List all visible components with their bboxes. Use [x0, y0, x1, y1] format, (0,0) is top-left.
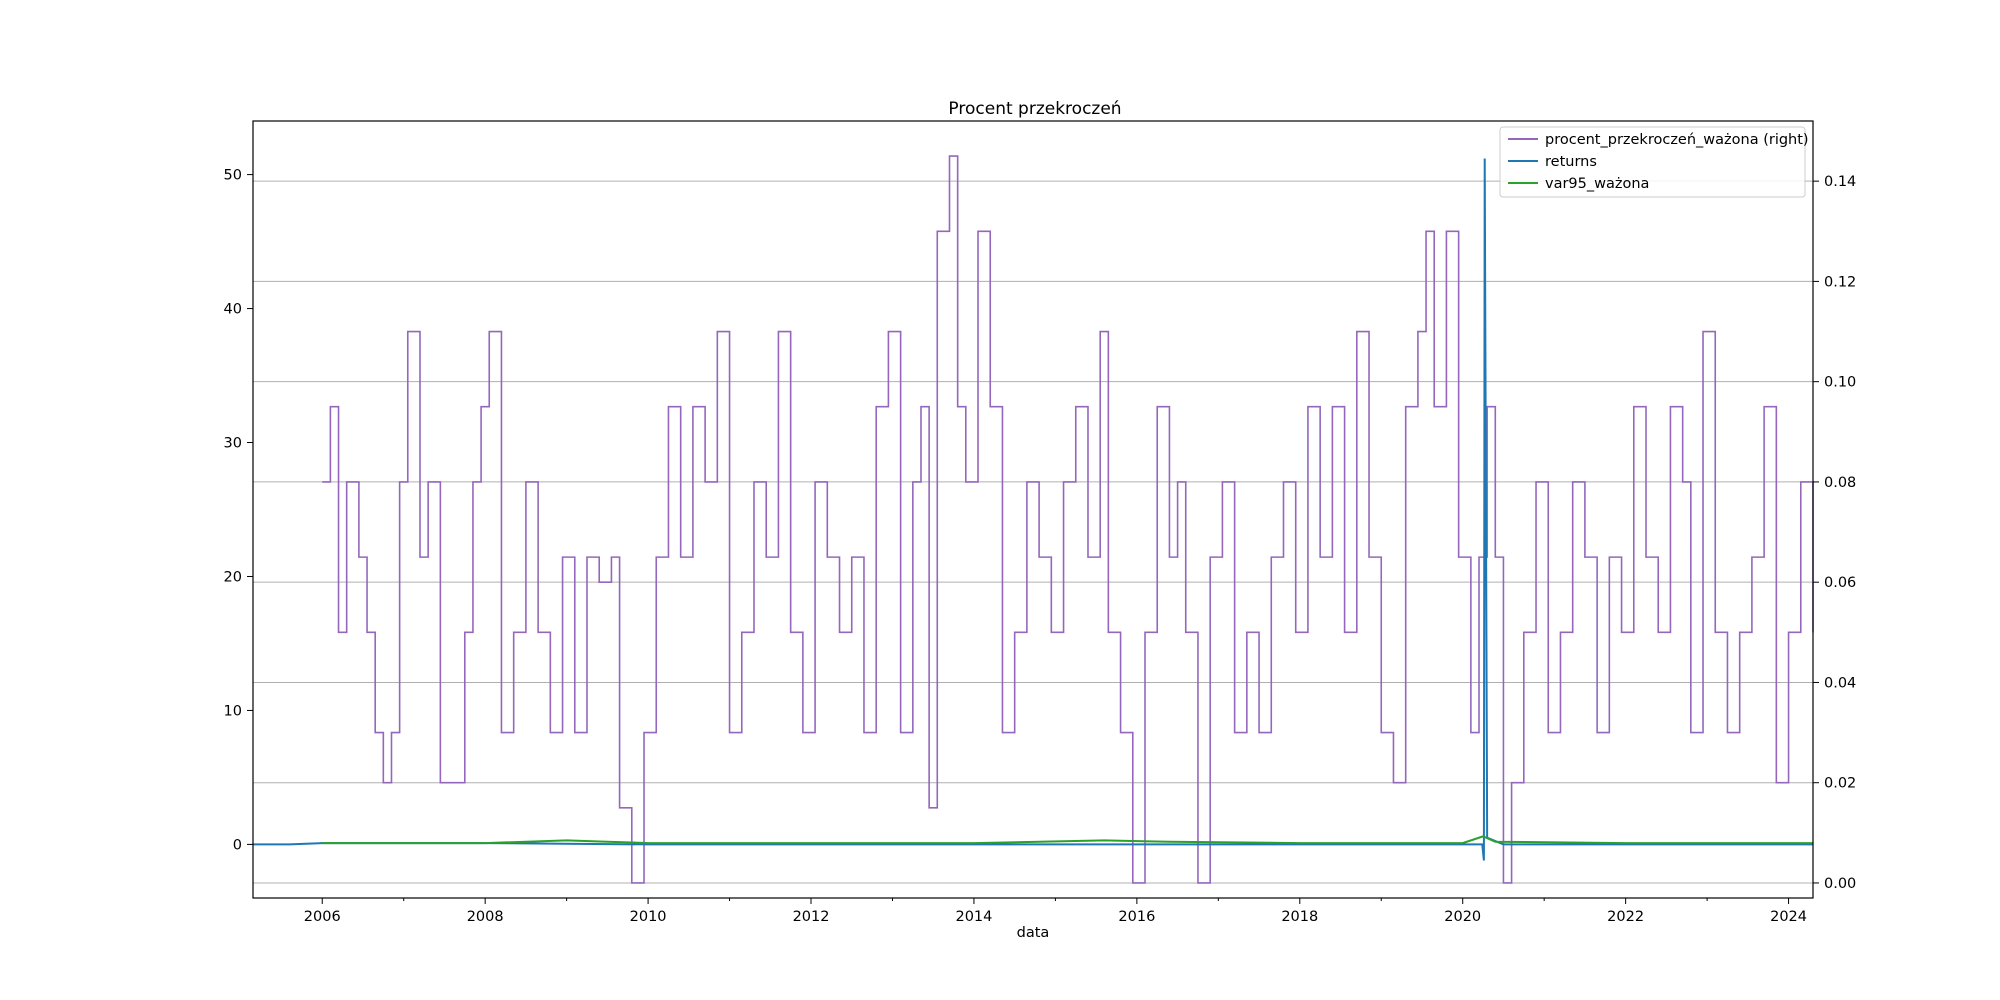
chart-title: Procent przekroczeń [948, 99, 1121, 119]
gridlines [253, 180, 1813, 884]
y-right-tick-label-5: 0.10 [1824, 375, 1856, 391]
x-tick-label-0: 2006 [304, 909, 341, 925]
x-axis: 2006 2008 2010 2012 2014 2016 2018 2020 2022 2024 [304, 898, 1807, 925]
x-tick-label-2: 2010 [630, 909, 667, 925]
y-right-tick-label-6: 0.12 [1824, 274, 1856, 290]
x-axis-label: data [1017, 925, 1050, 941]
x-tick-label-7: 2020 [1444, 909, 1481, 925]
series-returns [253, 158, 1813, 861]
y-left-tick-label-5: 50 [224, 168, 242, 184]
y-right-tick-label-4: 0.08 [1824, 475, 1856, 491]
x-tick-label-9: 2024 [1770, 909, 1807, 925]
y-right-tick-label-3: 0.06 [1824, 575, 1856, 591]
y-left-tick-label-2: 20 [224, 569, 242, 585]
y-axis-right: 0.00 0.02 0.04 0.06 0.08 0.10 0.12 0.14 [1813, 174, 1856, 892]
x-tick-label-8: 2022 [1607, 909, 1644, 925]
legend-label-var95: var95_ważona [1545, 176, 1649, 192]
legend: procent_przekroczeń_ważona (right) retur… [1499, 126, 1809, 198]
x-tick-label-1: 2008 [467, 909, 504, 925]
legend-box [1499, 126, 1806, 198]
y-right-tick-label-1: 0.02 [1824, 776, 1856, 792]
y-right-tick-label-0: 0.00 [1824, 876, 1856, 892]
series-procent-przekroczen [322, 155, 1814, 884]
y-right-tick-label-2: 0.04 [1824, 675, 1856, 691]
y-right-tick-label-7: 0.14 [1824, 174, 1856, 190]
x-tick-label-5: 2016 [1118, 909, 1155, 925]
legend-label-procent: procent_przekroczeń_ważona (right) [1545, 132, 1809, 148]
y-left-tick-label-4: 40 [224, 302, 242, 318]
legend-label-returns: returns [1545, 154, 1597, 170]
y-left-tick-label-0: 0 [233, 837, 242, 853]
plot-frame [252, 120, 1814, 899]
y-left-tick-label-1: 10 [224, 703, 242, 719]
x-tick-label-6: 2018 [1281, 909, 1318, 925]
x-tick-label-3: 2012 [793, 909, 830, 925]
x-tick-label-4: 2014 [955, 909, 992, 925]
series-layer [253, 155, 1814, 884]
series-var95 [322, 835, 1813, 845]
y-axis-left: 0 10 20 30 40 50 [224, 168, 253, 853]
y-left-tick-label-3: 30 [224, 436, 242, 452]
